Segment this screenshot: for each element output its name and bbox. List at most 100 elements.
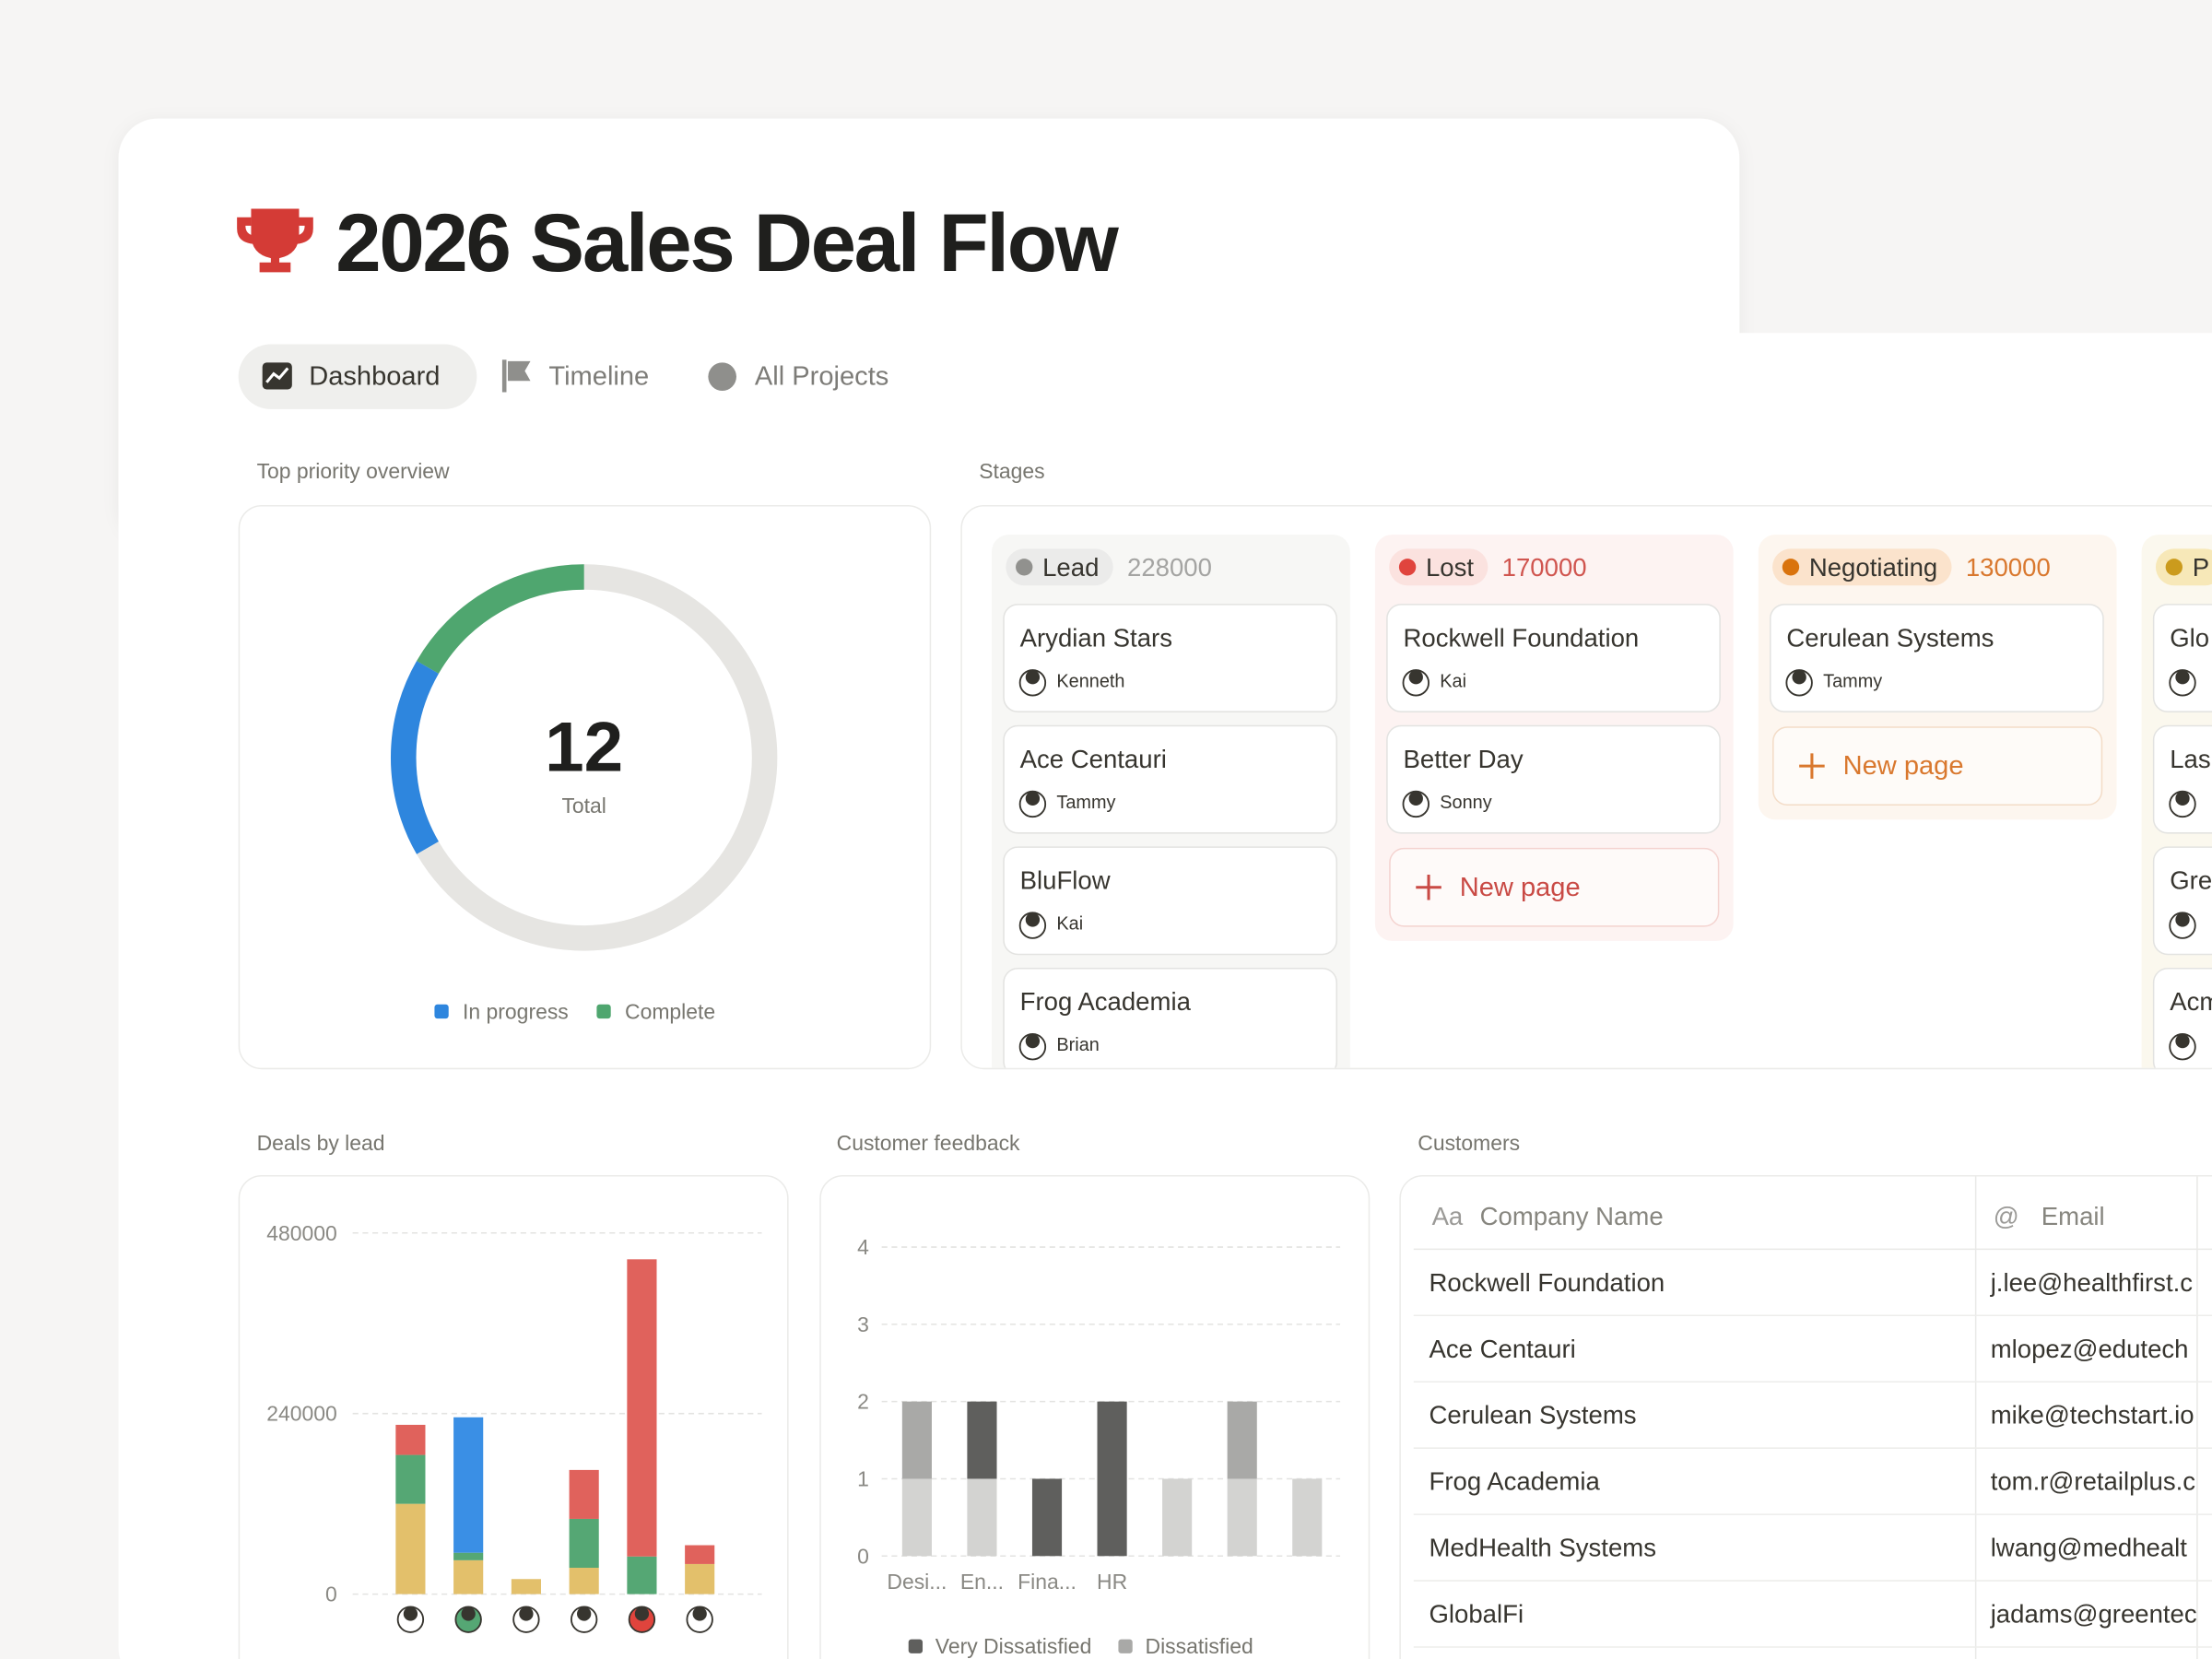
new-page-label[interactable]: New page	[1460, 873, 1581, 902]
stage-label: Negotiating	[1809, 553, 1937, 582]
section-label: Deals by lead	[257, 1131, 385, 1155]
bar-segment	[967, 1401, 997, 1479]
page-title: 2026 Sales Deal Flow	[335, 197, 1119, 288]
bar-segment	[569, 1518, 599, 1569]
stage-pill	[1772, 548, 1952, 586]
deal-card	[1386, 604, 1721, 712]
bar-segment	[1292, 1478, 1323, 1557]
legend-swatch	[1118, 1639, 1133, 1653]
deal-title: Arydian Stars	[1020, 623, 1172, 652]
tab[interactable]: Timeline	[548, 362, 649, 392]
stage-dot	[1398, 559, 1417, 576]
stage-pill	[2155, 548, 2212, 586]
avatar-hair	[461, 1606, 476, 1621]
stage-pill	[1006, 548, 1113, 586]
deal-title: Better Day	[1404, 745, 1524, 773]
bar-segment	[901, 1401, 932, 1479]
column-icon: Aa	[1432, 1202, 1464, 1230]
bar-segment	[395, 1424, 426, 1455]
avatar-hair	[1025, 670, 1041, 685]
stage-count: 228000	[1127, 553, 1212, 582]
dashboard-icon	[262, 362, 292, 390]
deal-person: Brian	[1056, 1035, 1099, 1055]
deal-title: Ace Centauri	[1020, 745, 1167, 773]
timeline-icon	[501, 359, 531, 393]
y-tick-label: 0	[325, 1583, 337, 1606]
avatar-hair	[2175, 912, 2190, 927]
projects-icon	[708, 362, 736, 391]
deal-person: Kai	[1440, 671, 1466, 691]
y-tick-label: 2	[857, 1390, 869, 1414]
bar-segment	[511, 1579, 541, 1594]
y-tick-label: 480000	[266, 1221, 337, 1245]
bar-segment	[395, 1503, 426, 1594]
deal-card	[2152, 604, 2212, 712]
x-tick-label: Desi...	[887, 1570, 947, 1594]
legend-label: In progress	[463, 999, 569, 1023]
donut-total-label: Total	[561, 794, 606, 818]
deal-card	[1003, 724, 1338, 834]
bar-segment	[627, 1556, 657, 1594]
y-tick-label: 240000	[266, 1402, 337, 1426]
tab[interactable]: Dashboard	[309, 362, 440, 392]
new-page-button[interactable]	[1772, 726, 2103, 806]
deal-card	[1003, 968, 1338, 1068]
bar-segment	[967, 1478, 997, 1557]
table-cell: mlopez@edutech	[1991, 1335, 2189, 1363]
x-tick-label: HR	[1097, 1570, 1127, 1594]
stage-dot	[1016, 559, 1033, 576]
bar-segment	[1227, 1478, 1257, 1557]
avatar-hair	[2175, 670, 2190, 685]
bar-segment	[569, 1568, 599, 1594]
avatar-hair	[1025, 912, 1041, 927]
donut-slice	[390, 661, 440, 854]
deal-card	[1003, 846, 1338, 956]
avatar-hair	[519, 1606, 534, 1621]
new-page-button[interactable]	[1389, 847, 1720, 927]
bar-segment	[1031, 1478, 1063, 1557]
deal-title: Cerulean Systems	[1786, 623, 1994, 652]
section-label: Stages	[979, 459, 1044, 483]
bar-segment	[627, 1259, 657, 1557]
table-cell: jadams@greentec	[1990, 1600, 2197, 1629]
legend-label: Complete	[625, 999, 715, 1023]
deal-card	[2152, 724, 2212, 834]
deal-card	[1003, 604, 1338, 712]
deal-title: Gre	[2170, 866, 2212, 895]
table-cell: Cerulean Systems	[1430, 1401, 1637, 1430]
legend-swatch	[434, 1004, 449, 1019]
stage-pill	[1389, 548, 1488, 586]
tab[interactable]: All Projects	[755, 362, 888, 392]
column-header: Email	[2041, 1202, 2105, 1230]
donut-slice	[417, 564, 584, 675]
table-cell: j.lee@healthfirst.c	[1990, 1268, 2194, 1297]
column-icon: @	[1994, 1202, 2019, 1230]
stage-count: 170000	[1502, 553, 1587, 582]
table-cell: Ace Centauri	[1430, 1335, 1576, 1363]
deal-title: Frog Academia	[1020, 987, 1192, 1016]
y-tick-label: 0	[857, 1544, 869, 1568]
deal-card	[2152, 846, 2212, 956]
deal-title: Las	[2170, 745, 2210, 773]
y-tick-label: 1	[857, 1466, 869, 1490]
tab-active-bg[interactable]	[238, 344, 477, 409]
avatar-hair	[2175, 1033, 2190, 1049]
deal-person: Tammy	[1823, 671, 1882, 691]
legend-swatch	[908, 1639, 924, 1653]
table-cell: tom.r@retailplus.c	[1991, 1467, 2196, 1496]
stage-dot	[1782, 559, 1800, 576]
avatar-hair	[1408, 791, 1423, 806]
bar-segment	[453, 1417, 484, 1553]
y-tick-label: 4	[857, 1235, 869, 1259]
new-page-label[interactable]: New page	[1843, 751, 1964, 781]
deal-title: BluFlow	[1020, 866, 1111, 895]
bar-segment	[685, 1545, 715, 1564]
stage-count: 130000	[1966, 553, 2051, 582]
table-cell: lwang@medhealt	[1991, 1534, 2188, 1562]
deal-person: Tammy	[1056, 793, 1115, 813]
stage-label: Lost	[1426, 553, 1474, 582]
avatar-hair	[1025, 791, 1041, 806]
avatar-hair	[692, 1606, 707, 1621]
section-label: Customer feedback	[837, 1131, 1020, 1155]
